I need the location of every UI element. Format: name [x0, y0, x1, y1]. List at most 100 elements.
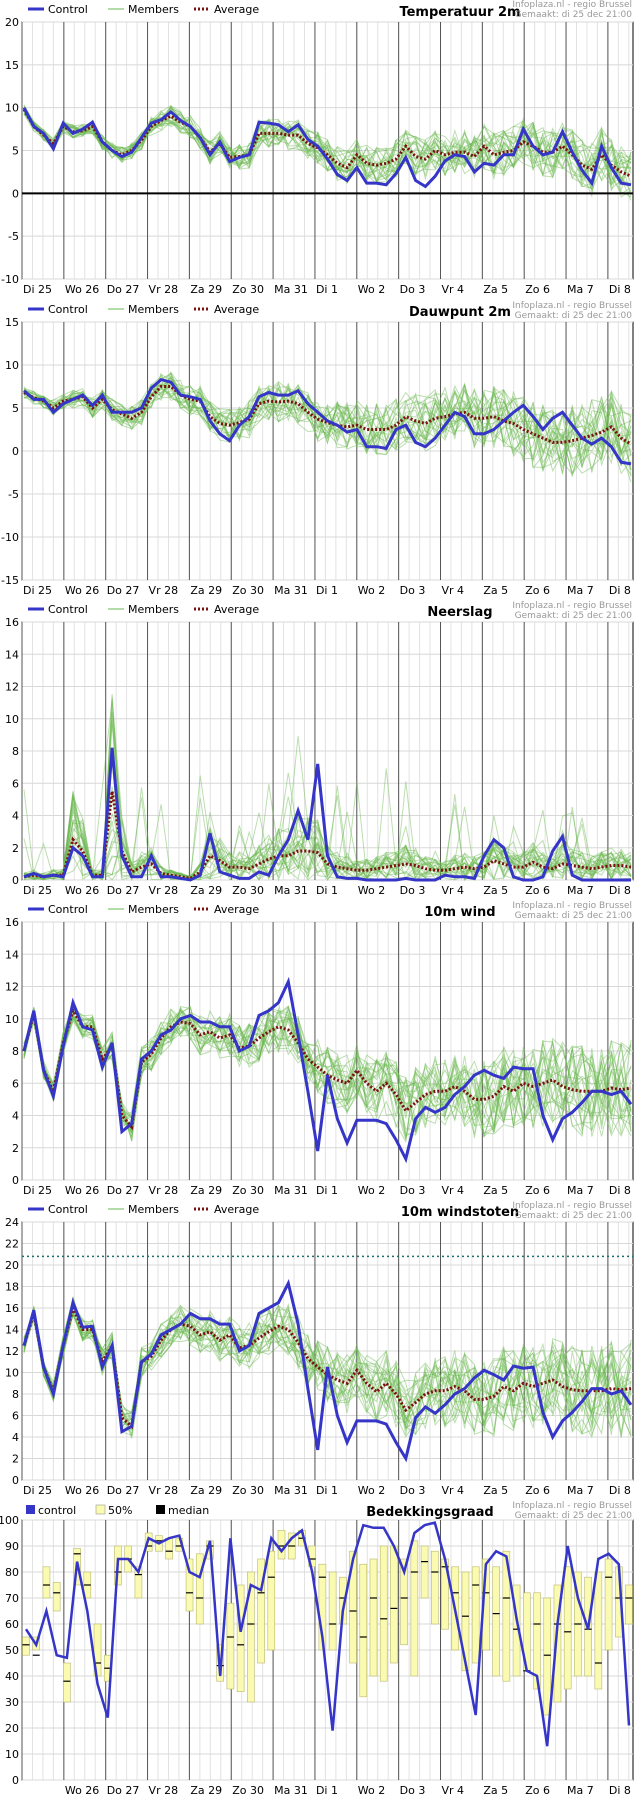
chart-title: Dauwpunt 2m: [409, 305, 511, 320]
day-label: Do 27: [107, 1184, 140, 1197]
band-bar: [22, 1636, 30, 1656]
day-label: Wo 2: [358, 283, 385, 296]
y-tick-label: 90: [5, 1540, 19, 1553]
control-line: [22, 1278, 633, 1463]
source-line-1: Infoplaza.nl - regio Brussel: [512, 1501, 632, 1511]
day-label: Za 29: [190, 283, 222, 296]
band-bar: [431, 1550, 439, 1625]
member-line: [23, 105, 632, 193]
day-label: Di 1: [316, 1184, 338, 1197]
y-tick-label: 2: [12, 842, 19, 855]
source-line-2: Gemaakt: di 25 dec 21:00: [515, 311, 633, 321]
control-line: [24, 1521, 631, 1747]
day-label: Di 8: [609, 1184, 631, 1197]
control-line: [23, 747, 631, 882]
member-line: [23, 711, 632, 882]
source-line-2: Gemaakt: di 25 dec 21:00: [515, 611, 633, 621]
y-tick-label: 16: [5, 916, 19, 929]
y-tick-label: 16: [5, 616, 19, 629]
member-line: [23, 381, 632, 475]
member-line: [23, 697, 632, 881]
band-bar: [328, 1571, 337, 1651]
chart-title: Neerslag: [427, 605, 492, 620]
y-tick-label: 18: [5, 1281, 19, 1294]
legend-average: Average: [214, 303, 259, 316]
y-tick-label: 14: [5, 648, 19, 661]
member-line: [23, 1008, 632, 1135]
legend: control 50% median: [26, 1504, 209, 1517]
y-tick-label: 14: [5, 1324, 19, 1337]
day-label: Ma 7: [567, 584, 594, 597]
day-label: Do 3: [400, 884, 426, 897]
day-label: Do 27: [107, 283, 140, 296]
y-tick-label: -5: [8, 488, 19, 501]
day-label: Ma 31: [274, 1784, 308, 1797]
y-tick-label: 2: [12, 1142, 19, 1155]
day-label: Vr 28: [149, 584, 179, 597]
day-label: Do 3: [400, 283, 426, 296]
y-tick-label: 10: [5, 1013, 19, 1026]
source-line-1: Infoplaza.nl - regio Brussel: [512, 301, 632, 311]
day-label: Zo 30: [232, 1784, 264, 1797]
y-tick-label: 50: [5, 1644, 19, 1657]
y-tick-label: 0: [12, 445, 19, 458]
day-label: Di 8: [609, 884, 631, 897]
y-tick-label: 24: [5, 1216, 19, 1229]
member-line: [23, 373, 632, 468]
day-label: Di 25: [23, 1184, 52, 1197]
day-label: Do 3: [400, 1184, 426, 1197]
day-label: Ma 7: [567, 283, 594, 296]
legend-average: Average: [214, 903, 259, 916]
day-label: Vr 4: [441, 1784, 464, 1797]
member-line: [23, 1304, 632, 1429]
band-bar: [267, 1550, 276, 1651]
member-line: [23, 1002, 632, 1133]
day-label: Ma 7: [567, 884, 594, 897]
day-label: Di 8: [609, 283, 631, 296]
day-label: Za 5: [483, 1184, 508, 1197]
panel-4: 0 2 4 6 8 10 12 14 16 Di 25 Wo 26 Do 27 Vr 28 Za 29 Zo…: [5, 901, 634, 1197]
day-label: Vr 28: [149, 1484, 179, 1497]
legend-band: 50%: [108, 1504, 132, 1517]
y-tick-label: 15: [5, 316, 19, 329]
member-line: [23, 1003, 632, 1138]
member-line: [23, 1312, 632, 1432]
y-tick-label: 4: [12, 810, 19, 823]
day-label: Ma 31: [274, 584, 308, 597]
band-bar: [471, 1566, 480, 1664]
day-label: Za 5: [483, 584, 508, 597]
member-line: [23, 1310, 632, 1421]
day-label: Za 29: [190, 1184, 222, 1197]
y-tick-label: 10: [5, 713, 19, 726]
y-tick-label: 12: [5, 981, 19, 994]
day-label: Di 25: [23, 1484, 52, 1497]
day-label: Wo 26: [65, 1484, 99, 1497]
day-label: Wo 2: [358, 1784, 385, 1797]
band-bar: [563, 1566, 572, 1690]
day-label: Zo 30: [232, 884, 264, 897]
member-line: [23, 113, 632, 192]
member-line: [23, 1006, 632, 1134]
average-line: [23, 791, 632, 880]
y-tick-label: 6: [12, 1077, 19, 1090]
chart-title: 10m windstoten: [401, 1205, 519, 1220]
member-line: [23, 1010, 632, 1133]
band-bar: [195, 1553, 204, 1625]
member-line: [23, 105, 632, 186]
member-line: [23, 375, 632, 462]
band-bar: [543, 1597, 552, 1716]
member-line: [23, 1305, 632, 1439]
legend-members: Members: [128, 603, 179, 616]
day-label: Ma 7: [567, 1484, 594, 1497]
source-line-1: Infoplaza.nl - regio Brussel: [512, 1201, 632, 1211]
member-line: [23, 1299, 632, 1436]
source-line-2: Gemaakt: di 25 dec 21:00: [515, 1211, 633, 1221]
day-label: Di 25: [23, 884, 52, 897]
source-line-1: Infoplaza.nl - regio Brussel: [512, 901, 632, 911]
day-label: Wo 26: [65, 584, 99, 597]
y-tick-label: 22: [5, 1238, 19, 1251]
y-tick-label: 0: [12, 1474, 19, 1487]
day-label: Vr 28: [149, 283, 179, 296]
legend: Control Members Average: [28, 3, 259, 16]
